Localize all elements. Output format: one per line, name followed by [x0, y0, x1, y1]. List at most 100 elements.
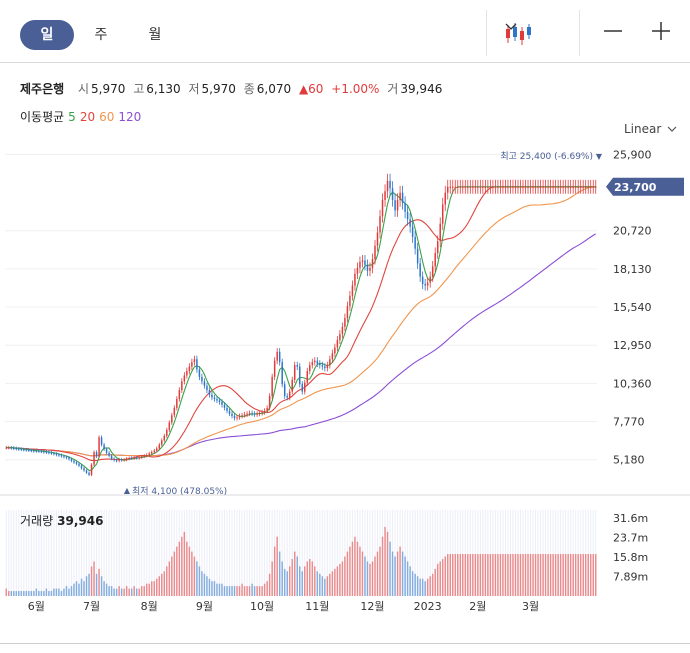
- volume-bar: [569, 554, 572, 596]
- volume-bar: [118, 586, 120, 596]
- candle: [166, 429, 168, 436]
- low-value: 5,970: [201, 82, 236, 96]
- candle: [359, 261, 361, 268]
- scale-selector[interactable]: Linear: [624, 122, 677, 136]
- volume-bar: [459, 554, 462, 596]
- tab-week[interactable]: 주: [94, 27, 108, 43]
- volume-label: 거: [387, 82, 399, 96]
- volume-bar: [75, 581, 78, 596]
- open-label: 시: [78, 82, 90, 96]
- volume-bar: [65, 586, 68, 596]
- candle: [574, 186, 577, 188]
- volume-bar: [464, 554, 467, 596]
- candle: [50, 452, 53, 454]
- volume-bar: [557, 554, 559, 596]
- volume-bar: [153, 581, 156, 596]
- x-tick-label: 6월: [28, 600, 45, 613]
- quote-summary: 제주은행 시 5,970 고 6,130 저 5,970 종 6,070 ▲60 +1.…: [20, 80, 442, 97]
- candle: [469, 186, 472, 188]
- x-tick-label: 2023: [414, 600, 442, 613]
- volume-bar: [369, 563, 371, 596]
- candle: [504, 186, 507, 188]
- candle: [60, 455, 63, 457]
- volume-bar: [587, 554, 589, 596]
- candle: [472, 186, 474, 188]
- candle: [231, 413, 233, 416]
- tab-month[interactable]: 월: [148, 27, 162, 43]
- volume-bar: [263, 583, 266, 596]
- candle: [356, 267, 359, 274]
- volume-bar: [331, 571, 334, 596]
- x-tick-label: 12월: [360, 600, 384, 613]
- candle: [20, 449, 23, 451]
- candle: [426, 282, 429, 286]
- zoom-out-icon[interactable]: [602, 20, 624, 42]
- volume-bar: [482, 554, 484, 596]
- volume-bar: [166, 566, 168, 596]
- volume-bar: [321, 576, 324, 596]
- candle: [191, 362, 193, 367]
- candle: [329, 359, 331, 366]
- bottom-divider: [0, 643, 690, 644]
- volume-bar: [50, 591, 53, 596]
- volume-bar: [477, 554, 479, 596]
- candle: [298, 366, 301, 385]
- volume-bar: [206, 576, 208, 596]
- candle: [206, 385, 208, 391]
- candle: [381, 200, 384, 217]
- volume-bar: [171, 556, 173, 596]
- volume-bar: [63, 588, 65, 596]
- ma-label: 이동평균: [20, 110, 65, 124]
- x-tick-label: 10월: [250, 600, 274, 613]
- volume-bar: [246, 586, 248, 596]
- volume-bar: [80, 578, 83, 596]
- volume-bar: [276, 536, 278, 596]
- volume-bar: [10, 591, 13, 596]
- chevron-down-icon: [667, 126, 677, 132]
- volume-bar: [213, 581, 216, 596]
- candle: [339, 334, 341, 341]
- volume-bar: [138, 588, 140, 596]
- price-chart[interactable]: 25,900 20,720 18,130 15,540 12,950 10,360 7,77…: [0, 140, 690, 640]
- candle: [537, 186, 539, 188]
- tab-day[interactable]: 일: [20, 20, 74, 50]
- volume-bar: [140, 586, 143, 596]
- candle: [176, 399, 178, 408]
- candle: [35, 450, 38, 452]
- candle: [569, 186, 572, 188]
- candle: [419, 263, 421, 277]
- volume-bar: [298, 566, 301, 596]
- candle: [115, 460, 118, 462]
- zoom-in-icon[interactable]: [650, 20, 672, 42]
- candle: [304, 382, 306, 392]
- candle: [173, 407, 176, 416]
- x-tick-label: 8월: [141, 600, 158, 613]
- candle: [68, 457, 70, 460]
- volume-value: 39,946: [400, 82, 443, 96]
- candle: [198, 369, 201, 377]
- candle: [529, 186, 532, 188]
- volume-bar: [304, 566, 306, 596]
- close-value: 6,070: [256, 82, 292, 96]
- candle: [497, 186, 499, 188]
- volume-bar: [120, 588, 123, 596]
- candle: [429, 276, 431, 283]
- volume-bar: [429, 576, 431, 596]
- candle: [319, 363, 321, 366]
- volume-bar: [43, 591, 45, 596]
- candle: [133, 457, 135, 459]
- candle: [130, 457, 133, 459]
- volume-bar: [25, 591, 28, 596]
- volume-bar: [268, 573, 271, 596]
- candle: [474, 186, 477, 188]
- candle: [80, 465, 83, 469]
- candle: [128, 457, 130, 459]
- candle: [346, 306, 349, 318]
- open-value: 5,970: [91, 82, 126, 96]
- high-value: 6,130: [146, 82, 181, 96]
- volume-bar: [45, 588, 48, 596]
- volume-bar: [236, 586, 238, 596]
- candle: [559, 186, 562, 188]
- volume-bar: [163, 571, 166, 596]
- chart-type-selector[interactable]: [486, 10, 580, 56]
